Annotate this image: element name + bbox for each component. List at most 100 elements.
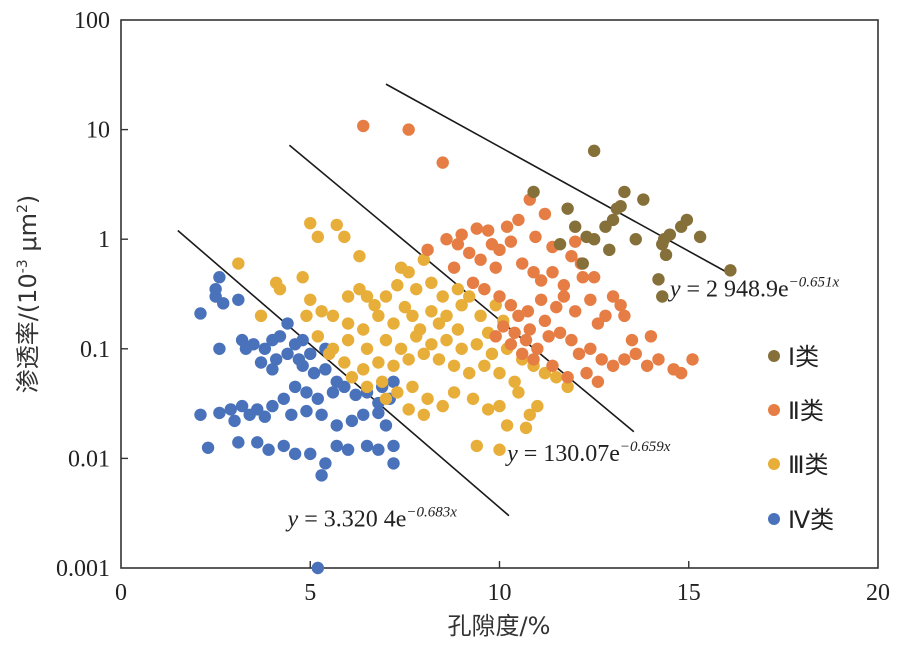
data-point xyxy=(213,342,226,355)
data-point xyxy=(561,202,574,215)
data-point xyxy=(425,305,438,318)
data-point xyxy=(466,392,480,405)
data-point xyxy=(463,290,476,303)
data-point xyxy=(629,233,642,246)
data-point xyxy=(569,235,582,248)
data-point xyxy=(546,359,559,372)
data-point xyxy=(455,342,468,355)
fit-line xyxy=(177,229,510,517)
data-point xyxy=(372,356,385,369)
data-point xyxy=(440,233,453,246)
data-point xyxy=(595,353,608,366)
x-axis-tick-labels: 0 5 10 15 20 xyxy=(115,580,890,606)
data-point xyxy=(591,375,605,388)
data-point xyxy=(417,253,430,266)
data-point xyxy=(637,193,650,206)
legend-label: Ⅳ类 xyxy=(788,506,834,534)
data-point xyxy=(402,353,415,366)
data-point xyxy=(288,447,302,461)
data-point xyxy=(557,279,571,292)
data-point xyxy=(485,347,499,361)
data-point xyxy=(478,359,491,372)
data-point xyxy=(379,392,393,405)
y-tick-label: 100 xyxy=(74,8,110,34)
data-point xyxy=(322,347,336,361)
data-point xyxy=(550,371,563,384)
data-point xyxy=(288,380,302,394)
fit-line xyxy=(385,83,731,275)
data-point xyxy=(436,399,449,413)
data-point xyxy=(296,333,309,347)
data-point xyxy=(372,309,385,323)
data-point xyxy=(497,320,510,333)
data-point xyxy=(674,366,688,380)
fit-equations: y = 2 948.9e−0.651x y = 130.07e−0.659x y =… xyxy=(286,275,840,533)
axis-ticks xyxy=(121,128,690,568)
x-tick-label: 0 xyxy=(115,580,127,606)
legend-label: Ⅲ类 xyxy=(788,451,829,479)
data-point xyxy=(345,371,359,384)
data-point xyxy=(213,271,226,284)
data-point xyxy=(463,366,476,380)
data-point xyxy=(406,309,419,323)
data-point xyxy=(527,185,540,199)
data-point xyxy=(360,342,374,355)
data-point xyxy=(254,309,268,323)
data-point xyxy=(493,243,506,257)
data-point xyxy=(550,300,563,314)
y-axis-title: 渗透率/(10-3 μm2) xyxy=(14,195,42,394)
data-point xyxy=(387,439,400,453)
data-point xyxy=(387,457,400,470)
data-point xyxy=(644,330,658,343)
data-point xyxy=(584,293,597,306)
data-point xyxy=(421,243,434,257)
data-point xyxy=(603,243,616,257)
data-point xyxy=(224,403,237,416)
fit-equation: y = 3.320 4e−0.683x xyxy=(286,504,458,532)
data-point xyxy=(266,363,279,376)
data-point xyxy=(470,439,483,453)
data-point xyxy=(557,290,571,303)
data-point xyxy=(300,309,313,323)
data-point xyxy=(432,353,446,366)
data-point xyxy=(440,333,453,347)
data-point xyxy=(565,333,578,347)
data-point xyxy=(258,342,272,355)
data-point xyxy=(341,333,355,347)
data-point xyxy=(680,213,694,227)
data-point xyxy=(512,309,525,323)
x-tick-label: 10 xyxy=(488,580,512,606)
data-point xyxy=(693,230,707,244)
data-point xyxy=(311,561,325,575)
data-point xyxy=(531,342,544,355)
data-point xyxy=(357,408,370,421)
data-point xyxy=(201,441,215,454)
data-point xyxy=(228,414,241,428)
y-axis-tick-labels: 0.001 0.01 0.1 1 10 100 xyxy=(56,8,110,582)
data-point xyxy=(516,347,529,361)
data-point xyxy=(523,323,536,336)
data-point xyxy=(296,271,309,284)
x-axis-title: 孔隙度/% xyxy=(448,612,551,640)
data-point xyxy=(402,265,415,279)
data-point xyxy=(413,323,427,336)
data-point xyxy=(659,248,673,262)
data-point xyxy=(425,276,438,290)
data-point xyxy=(470,338,483,351)
data-point xyxy=(455,228,468,241)
data-point xyxy=(614,298,627,312)
data-point xyxy=(300,404,313,418)
data-point xyxy=(372,443,385,456)
data-point xyxy=(451,323,465,336)
data-point xyxy=(625,333,639,347)
data-point xyxy=(360,290,374,303)
data-point xyxy=(531,399,544,413)
data-point xyxy=(656,290,669,303)
data-point xyxy=(466,276,480,290)
data-point xyxy=(266,399,279,413)
data-point xyxy=(652,353,665,366)
data-point xyxy=(527,353,540,366)
data-point xyxy=(474,309,487,323)
data-point xyxy=(493,290,506,303)
data-point xyxy=(387,317,400,330)
